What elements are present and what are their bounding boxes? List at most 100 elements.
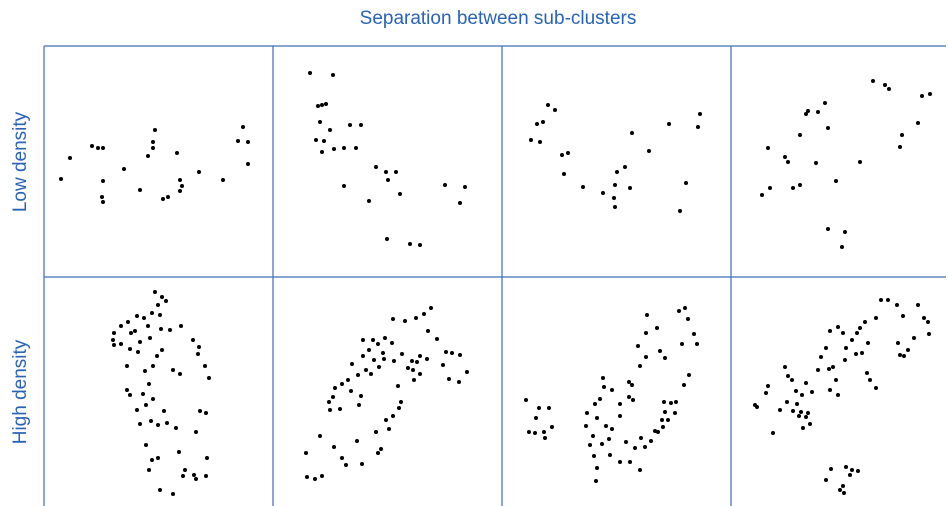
point [406,366,410,370]
point [415,360,419,364]
point [327,400,331,404]
point [850,468,854,472]
point [874,386,878,390]
point [463,185,467,189]
point [183,468,187,472]
point [906,348,910,352]
point [369,372,373,376]
point [928,92,932,96]
point [636,344,640,348]
point [806,411,810,415]
point [798,133,802,137]
point [843,230,847,234]
point [205,456,209,460]
point [148,336,152,340]
point [151,140,155,144]
point [647,149,651,153]
point [90,144,94,148]
point [610,427,614,431]
point [194,430,198,434]
point [181,474,185,478]
point [638,468,642,472]
point [879,298,883,302]
point [645,313,649,317]
point [678,209,682,213]
point [361,354,365,358]
point [623,165,627,169]
point [384,170,388,174]
point [604,424,608,428]
point [783,155,787,159]
point [129,331,133,335]
point [151,146,155,150]
point [844,465,848,469]
point [836,393,840,397]
point [354,146,358,150]
point [159,327,163,331]
point [810,390,814,394]
point [627,380,631,384]
point [843,358,847,362]
point [560,153,564,157]
point [397,406,401,410]
point [562,172,566,176]
point [418,354,422,358]
point [146,154,150,158]
point [143,369,147,373]
point [450,351,454,355]
point [615,170,619,174]
point [221,178,225,182]
point [791,186,795,190]
point [246,140,250,144]
point [383,336,387,340]
point [823,101,827,105]
point [112,331,116,335]
point [900,133,904,137]
point [207,376,211,380]
point [390,341,394,345]
point [398,192,402,196]
point [612,196,616,200]
point [644,355,648,359]
point [191,338,195,342]
point [111,338,115,342]
point [628,186,632,190]
point [348,123,352,127]
row-label: Low density [10,111,31,212]
point [865,371,869,375]
point [340,456,344,460]
point [412,378,416,382]
point [381,351,385,355]
point [887,87,891,91]
panel-grid [43,45,946,506]
point [147,382,151,386]
point [379,447,383,451]
point [854,352,858,356]
point [162,409,166,413]
point [359,123,363,127]
point [660,418,664,422]
point [100,195,104,199]
point [174,426,178,430]
point [305,475,309,479]
point [600,442,604,446]
point [133,329,137,333]
point [790,378,794,382]
point [683,306,687,310]
point [96,146,100,150]
point [318,434,322,438]
point [314,138,318,142]
point [350,362,354,366]
point [203,364,207,368]
point [855,331,859,335]
point [553,108,557,112]
point [344,463,348,467]
point [898,145,902,149]
point [655,326,659,330]
point [866,341,870,345]
point [166,195,170,199]
point [858,326,862,330]
point [122,167,126,171]
point [601,191,605,195]
point [798,183,802,187]
